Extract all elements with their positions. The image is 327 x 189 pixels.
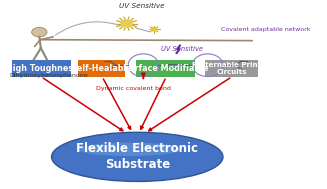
Text: UV Sensitive: UV Sensitive <box>119 3 165 9</box>
Text: UV Sensitive: UV Sensitive <box>161 46 203 52</box>
FancyBboxPatch shape <box>77 60 125 77</box>
Text: Self-Healable: Self-Healable <box>71 64 132 73</box>
Text: Patternable Printed
Circuits: Patternable Printed Circuits <box>192 62 271 75</box>
FancyBboxPatch shape <box>136 60 196 77</box>
Text: Covalent adaptable network: Covalent adaptable network <box>221 27 311 32</box>
Circle shape <box>121 20 132 27</box>
FancyBboxPatch shape <box>205 60 258 77</box>
Text: Surface Modifiable: Surface Modifiable <box>123 64 208 73</box>
Text: Dynamic covalent bond: Dynamic covalent bond <box>96 86 171 91</box>
Text: Flexible Electronic
Substrate: Flexible Electronic Substrate <box>76 142 198 171</box>
Text: Dihydroxybenzophenone: Dihydroxybenzophenone <box>9 73 88 78</box>
Circle shape <box>151 28 157 31</box>
Text: High Toughness: High Toughness <box>6 64 77 73</box>
Ellipse shape <box>52 132 223 181</box>
FancyBboxPatch shape <box>12 60 71 77</box>
Circle shape <box>32 27 47 37</box>
Ellipse shape <box>78 143 181 156</box>
